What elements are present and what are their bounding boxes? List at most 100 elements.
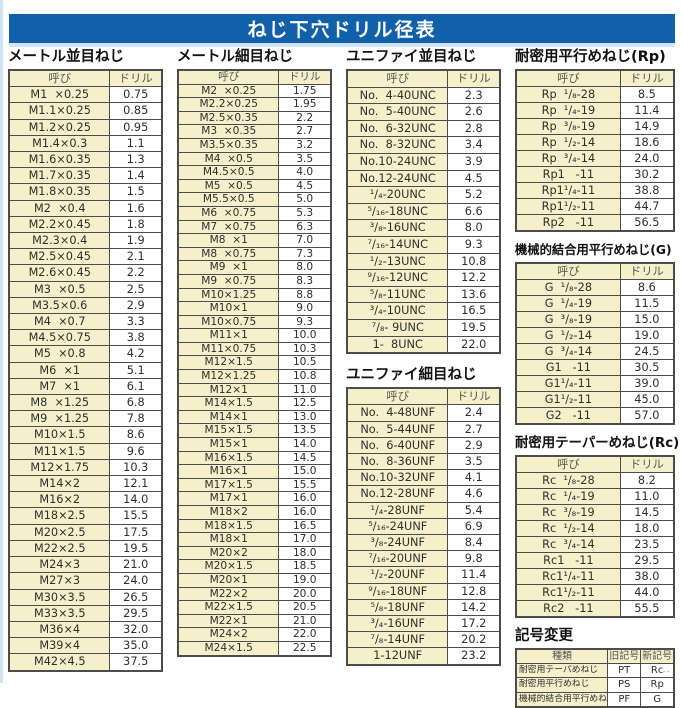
thread-name-cell: M12×1 [177,382,280,398]
table-row: M7 ×1 6.1 [8,377,163,396]
table-row: M10×1 9.0 [177,301,332,316]
table-row: M2.5×0.35 2.2 [177,110,332,126]
page-corner-mark: -- [662,667,671,677]
thread-name-cell: No. 5-40UNC [346,103,449,121]
table-row: M1.2×0.25 0.95 [8,118,163,136]
thread-name-cell: ¹/₂-20UNF [346,566,449,584]
value-cell: 26.5 [109,588,163,606]
table-row: Rc ³/₈-19 14.5 [515,504,675,521]
thread-name-cell: 1- 8UNC [346,335,449,354]
rc-table: 呼び ドリル Rc ¹/₈-28 8.2 Rc ¹/₄-19 11.0 Rc ³/₈-19 1… [515,455,675,618]
value-cell: 8.5 [619,86,675,103]
table-row: M1 ×0.25 0.75 [8,86,163,104]
table-row: M16×1 15.0 [177,464,332,479]
value-cell: 10.3 [278,341,332,357]
value-cell: 0.85 [109,102,163,120]
thread-name-cell: ³/₄-16UNF [346,614,449,633]
value-cell: 12.8 [447,582,501,600]
table-row: M6 ×1 5.1 [8,361,163,379]
table-row: M5.5×0.5 5.0 [177,192,332,207]
value-cell: 30.5 [619,359,675,376]
table-row: ⁷/₁₆-14UNC 9.3 [346,235,501,254]
thread-name-cell: M6 ×1 [8,361,111,379]
column-header: 呼び [346,69,449,88]
value-cell: 18.5 [278,559,332,574]
thread-name-cell: M30×3.5 [8,588,111,606]
value-cell: 45.0 [619,391,675,408]
value-cell: 22.0 [278,627,332,642]
thread-name-cell: M22×1 [177,613,280,629]
table-row: No. 8-36UNF 3.5 [346,452,501,471]
value-cell: 38.0 [619,568,675,585]
value-cell: 44.7 [619,198,675,215]
page-title: ねじ下穴ドリル径表 [247,19,437,41]
thread-name-cell: Rp ¹/₄-19 [515,102,621,119]
thread-name-cell: G ³/₄-14 [515,343,621,360]
table-row: M2 ×0.4 1.6 [8,199,163,217]
value-cell: 7.8 [109,410,163,428]
thread-name-cell: Rc ¹/₂-14 [515,520,621,537]
thread-name-cell: M6 ×0.75 [177,205,280,221]
value-cell: 21.0 [109,556,163,574]
table-row: Rc ¹/₄-19 11.0 [515,488,675,505]
value-cell: 10.0 [278,328,332,343]
table-row: ¹/₂-20UNF 11.4 [346,566,501,584]
table-row: ⁷/₁₆-20UNF 9.8 [346,550,501,568]
table-row: Rp ¹/₂-14 18.6 [515,134,675,151]
thread-name-cell: M5.5×0.5 [177,192,280,207]
value-cell: 12.5 [278,396,332,411]
table-row: M1.6×0.35 1.3 [8,151,163,169]
thread-name-cell: M8 ×1 [177,233,280,248]
value-cell: 11.0 [278,382,332,398]
value-cell: 1.95 [278,97,332,112]
thread-name-cell: M12×1.25 [177,369,280,384]
table-row: M12×1.75 10.3 [8,458,163,477]
thread-name-cell: 機械的結合用平行めねじ [515,691,609,708]
section-title-rc: 耐密用テーパーめねじ(Rc) [515,436,680,451]
thread-name-cell: Rc ³/₈-19 [515,504,621,521]
thread-name-cell: M22×1.5 [177,600,280,615]
thread-name-cell: M1 ×0.25 [8,86,111,104]
thread-name-cell: G ¹/₂-14 [515,327,621,344]
thread-name-cell: Rp ³/₄-14 [515,150,621,167]
thread-name-cell: M2.5×0.45 [8,248,111,266]
table-row: M17×1 16.0 [177,491,332,506]
value-cell: 15.5 [109,507,163,525]
table-row: M12×1.25 10.8 [177,369,332,384]
thread-name-cell: M3.5×0.35 [177,137,280,153]
thread-name-cell: M2.6×0.45 [8,264,111,282]
table-row: ⁵/₁₆-18UNC 6.6 [346,202,501,221]
thread-name-cell: Rp ¹/₂-14 [515,134,621,151]
value-cell: 14.2 [447,598,501,616]
thread-name-cell: M18×2.5 [8,507,111,525]
thread-name-cell: No. 5-44UNF [346,420,449,438]
thread-name-cell: ⁷/₈- 9UNC [346,318,449,337]
table-row: M20×1.5 18.5 [177,559,332,574]
value-cell: 15.0 [278,464,332,479]
thread-name-cell: M20×2.5 [8,523,111,541]
table-row: M24×2 22.0 [177,627,332,642]
value-cell: 15.0 [619,311,675,328]
thread-name-cell: M3 ×0.35 [177,124,280,139]
thread-name-cell: M14×1.5 [177,396,280,411]
value-cell: 12.1 [109,475,163,493]
table-row: M2.3×0.4 1.9 [8,232,163,250]
value-cell: 6.8 [109,394,163,412]
unified-fine-table: 呼び ドリル No. 4-48UNF 2.4 No. 5-44UNF 2.7 No. 6-4… [346,387,501,666]
table-row: No. 6-40UNF 2.9 [346,436,501,454]
table-row: M14×1.5 12.5 [177,396,332,411]
value-cell: 2.5 [109,280,163,298]
thread-name-cell: M11×1 [177,328,280,343]
table-row: M8 ×0.75 7.3 [177,246,332,262]
value-cell: 14.9 [619,118,675,135]
table-row: M1.1×0.25 0.85 [8,102,163,120]
thread-name-cell: Rp ¹/₈-28 [515,86,621,103]
value-cell: 2.8 [447,119,501,138]
thread-name-cell: M18×1.5 [177,518,280,534]
thread-name-cell: M9 ×1.25 [8,410,111,428]
table-row: M15×1.5 13.5 [177,423,332,439]
thread-name-cell: G ³/₈-19 [515,311,621,328]
value-cell: 17.5 [109,523,163,541]
value-cell: 9.3 [278,314,332,330]
value-cell: 3.4 [447,136,501,154]
